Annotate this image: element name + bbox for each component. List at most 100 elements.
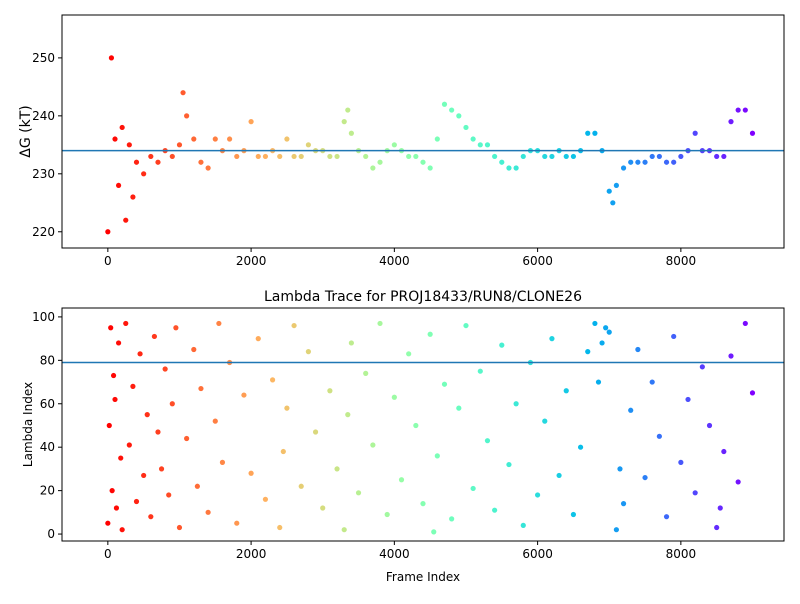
data-point [176, 524, 183, 531]
data-point [144, 412, 150, 418]
data-point [137, 351, 143, 357]
x-tick-label: 0 [104, 547, 112, 561]
y-axis-label: Lambda Index [21, 382, 35, 467]
data-point [535, 492, 541, 498]
data-point [663, 514, 670, 520]
data-point [420, 501, 426, 507]
data-point [363, 153, 369, 160]
data-point [549, 336, 555, 342]
data-point [678, 153, 684, 160]
data-point [212, 136, 218, 142]
data-point [180, 90, 186, 96]
data-point [592, 130, 598, 136]
data-point [169, 153, 175, 160]
data-point [642, 159, 648, 165]
data-point [671, 159, 677, 165]
data-point [123, 320, 129, 327]
y-tick-label: 220 [32, 225, 55, 239]
y-tick-label: 250 [32, 51, 55, 65]
data-point [449, 107, 455, 113]
data-point [692, 490, 698, 496]
data-point [109, 488, 115, 494]
data-point [133, 498, 140, 505]
data-point [384, 511, 390, 518]
data-point [184, 435, 190, 442]
data-point [262, 496, 269, 502]
data-point [714, 153, 720, 160]
data-point [119, 527, 125, 533]
data-point [291, 153, 297, 160]
data-point [513, 401, 519, 407]
data-point [563, 153, 569, 160]
data-point [148, 514, 154, 520]
data-point [112, 396, 118, 403]
data-point [617, 466, 623, 472]
data-point [169, 401, 175, 407]
y-axis-label: ΔG (kT) [18, 105, 34, 157]
data-point [441, 381, 448, 387]
data-point [570, 153, 577, 160]
data-point [585, 130, 591, 136]
data-point [406, 351, 412, 357]
data-point [248, 470, 254, 476]
data-point [463, 124, 469, 131]
data-point [130, 194, 136, 200]
data-point [255, 153, 261, 160]
data-point [155, 159, 161, 165]
data-point [377, 159, 383, 165]
data-point [477, 142, 483, 148]
data-point [492, 153, 498, 160]
data-point [678, 459, 684, 465]
data-point [549, 153, 555, 160]
x-tick-label: 4000 [379, 547, 410, 561]
data-point [158, 466, 165, 472]
data-point [542, 418, 548, 424]
data-point [320, 505, 326, 511]
data-point [110, 372, 117, 379]
data-point [345, 412, 351, 418]
data-point [205, 509, 211, 515]
data-point [115, 340, 122, 346]
data-point [234, 153, 240, 160]
data-point [592, 320, 598, 327]
data-point [334, 466, 340, 472]
data-point [234, 520, 240, 526]
data-point [484, 438, 491, 444]
data-point [155, 429, 161, 435]
data-point [728, 353, 734, 359]
data-point [585, 349, 591, 355]
data-point [470, 485, 476, 492]
data-point [291, 322, 297, 329]
y-tick-label: 100 [32, 310, 55, 324]
y-tick-label: 80 [40, 353, 55, 367]
axes-frame [61, 14, 785, 249]
data-point [735, 107, 741, 113]
data-point [176, 142, 183, 148]
data-point [108, 325, 114, 331]
data-point [570, 511, 577, 518]
chart-title: Lambda Trace for PROJ18433/RUN8/CLONE26 [264, 289, 582, 305]
data-point [162, 366, 168, 372]
data-point [692, 130, 698, 136]
axes-frame [61, 307, 785, 542]
data-point [470, 136, 476, 142]
data-point [735, 479, 741, 485]
y-tick-label: 20 [40, 484, 55, 498]
x-tick-label: 4000 [379, 254, 410, 268]
data-point [671, 333, 677, 340]
data-point [398, 477, 405, 483]
data-point [456, 113, 462, 119]
data-point [595, 379, 602, 385]
data-point [198, 385, 204, 392]
data-point [184, 113, 190, 119]
data-point [341, 527, 347, 533]
data-point [721, 448, 727, 455]
data-point [728, 119, 734, 125]
data-point [610, 200, 616, 206]
data-point [613, 182, 619, 189]
data-point [126, 442, 132, 448]
data-point [520, 522, 526, 528]
data-point [620, 501, 627, 507]
data-point [649, 153, 655, 160]
x-axis-label: Frame Index [386, 570, 460, 584]
